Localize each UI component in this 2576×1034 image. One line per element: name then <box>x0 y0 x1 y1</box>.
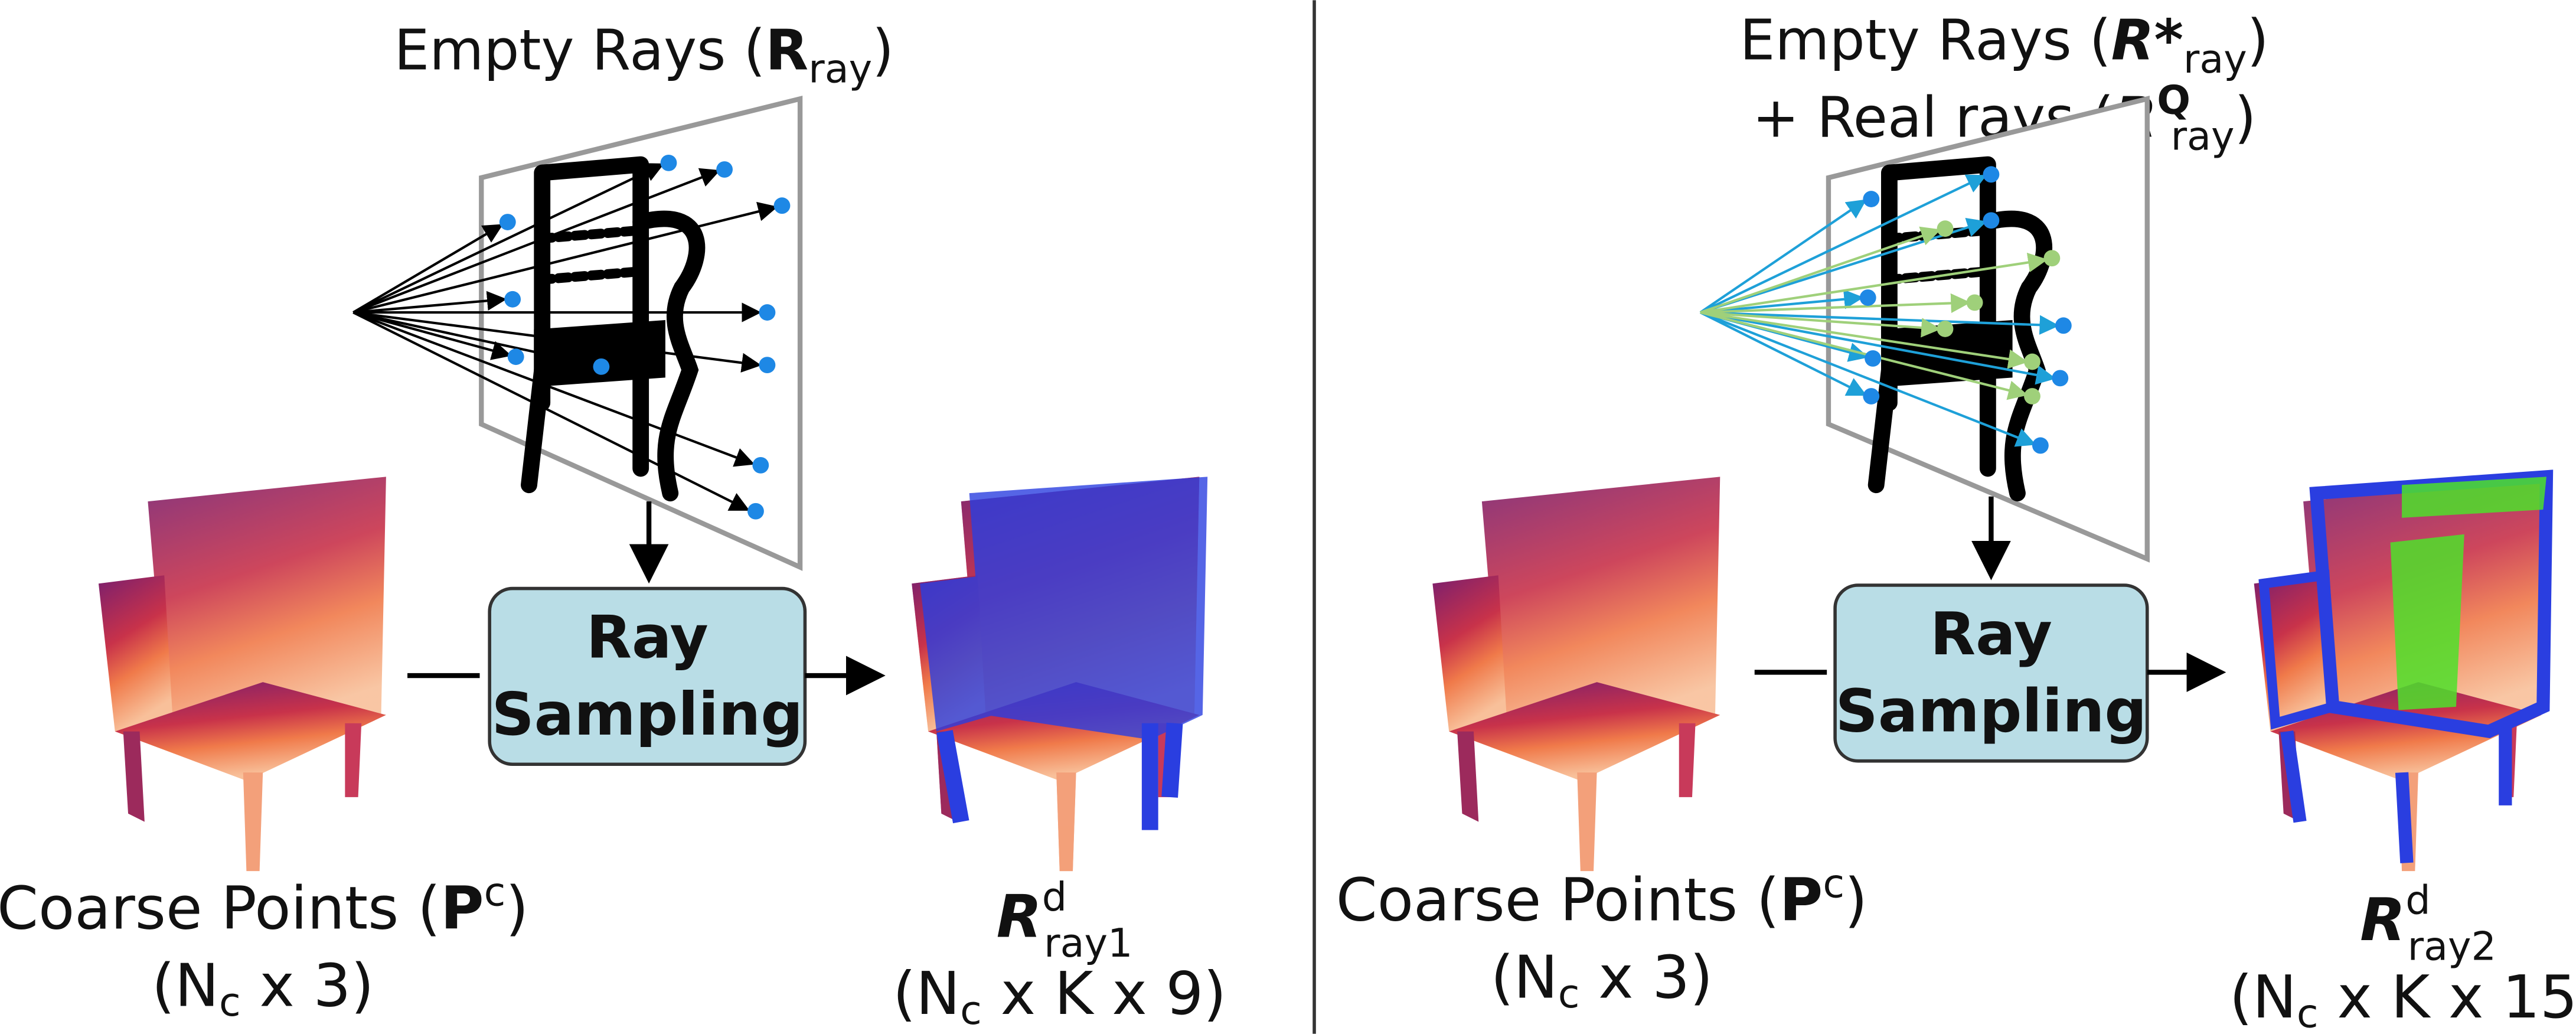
text-part: R <box>765 18 808 83</box>
text-part: R <box>2360 885 2405 954</box>
text-part: c <box>484 869 506 915</box>
text-part: Coarse Points ( <box>0 874 440 943</box>
text-part: ) <box>872 18 894 83</box>
text-part: ray <box>2183 36 2247 82</box>
text-part: c <box>1558 971 1580 1017</box>
text-part: ) <box>1844 866 1867 935</box>
ray-cloud <box>912 477 1207 871</box>
ray-cloud <box>2254 477 2546 871</box>
coarse-points <box>99 477 386 871</box>
text-part: x K x 9) <box>982 959 1226 1028</box>
output-dims: (Nc x K x 15) <box>2229 963 2576 1034</box>
text-part: c <box>219 979 241 1025</box>
text-part: (N <box>1491 942 1558 1012</box>
text-part: x 3) <box>241 951 374 1020</box>
text-part: Empty Rays ( <box>394 18 765 83</box>
text-part: (N <box>2229 963 2297 1032</box>
input-dims: (Nc x 3) <box>152 951 374 1025</box>
box-label: Sampling <box>492 680 803 749</box>
text-part: R* <box>2111 8 2183 73</box>
text-part: ) <box>2234 85 2256 150</box>
text-part: ray <box>2171 113 2235 159</box>
input-label: Coarse Points (Pc) <box>0 869 528 943</box>
left-title: Empty Rays (Rray) <box>394 18 894 92</box>
text-part: c <box>1823 861 1844 907</box>
diagram: Empty Rays (Rray) Ray Sampling Coarse Po… <box>0 0 2576 1034</box>
box-label: Ray <box>586 602 709 671</box>
text-part: Coarse Points ( <box>1336 866 1780 935</box>
text-part: d <box>2405 877 2430 923</box>
text-part: P <box>1780 866 1823 935</box>
text-part: c <box>2297 990 2319 1034</box>
box-label: Sampling <box>1836 677 2147 746</box>
text-part: Empty Rays ( <box>1740 8 2111 73</box>
text-part: ) <box>505 874 528 943</box>
text-part: P <box>440 874 484 943</box>
text-part: (N <box>152 951 219 1020</box>
output-dims: (Nc x K x 9) <box>893 959 1226 1033</box>
text-part: ) <box>2247 8 2269 73</box>
text-part: ray <box>808 46 872 92</box>
text-part: x K x 15) <box>2319 963 2576 1032</box>
text-part: (N <box>893 959 960 1028</box>
text-part: R <box>997 882 1042 951</box>
box-label: Ray <box>1930 599 2052 668</box>
text-part: x 3) <box>1579 942 1713 1012</box>
input-label: Coarse Points (Pc) <box>1336 861 1867 935</box>
input-dims: (Nc x 3) <box>1491 942 1713 1017</box>
text-part: c <box>960 987 982 1033</box>
text-part: d <box>1042 874 1067 920</box>
coarse-points <box>1432 477 1720 871</box>
right-title: Empty Rays (R*ray) <box>1740 8 2269 82</box>
